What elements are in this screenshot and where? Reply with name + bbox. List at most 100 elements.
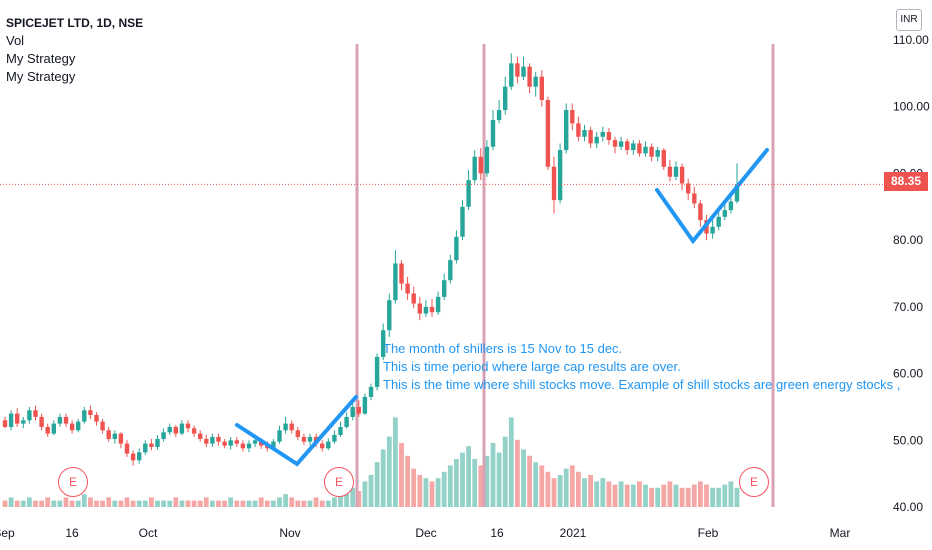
candle-body [137, 452, 142, 461]
candle-body [167, 426, 172, 433]
volume-bar [606, 481, 612, 507]
volume-bar [197, 500, 203, 507]
legend-volume[interactable]: Vol [6, 33, 25, 48]
candle-body [216, 436, 221, 442]
earnings-marker[interactable]: E [58, 467, 88, 497]
candle-body [246, 443, 252, 449]
currency-badge[interactable]: INR [896, 9, 922, 31]
trend-line-v-nov [235, 395, 358, 467]
annotation-line-1: The month of shillers is 15 Nov to 15 de… [383, 341, 623, 356]
candle-body [460, 206, 465, 237]
candle-body [533, 76, 538, 87]
volume-bar [466, 446, 471, 507]
volume-bar [399, 443, 404, 507]
volume-bar [710, 487, 715, 507]
volume-bar [502, 436, 508, 507]
candles [2, 53, 740, 466]
candle-body [320, 443, 325, 449]
legend-symbol-title[interactable]: SPICEJET LTD, 1D, NSE [6, 16, 144, 30]
candle-body [94, 414, 99, 422]
candle-body [82, 410, 87, 422]
candle-body [124, 443, 130, 454]
volume-bar [27, 497, 32, 507]
legend-strategy-2[interactable]: My Strategy [6, 69, 76, 84]
volume-bar [460, 452, 465, 507]
candle-body [33, 410, 38, 417]
volume-bar [515, 439, 520, 507]
volume-bar [618, 481, 624, 507]
candle-body [734, 184, 740, 202]
volume-bar [8, 497, 14, 507]
candle-body [698, 203, 703, 221]
earnings-marker[interactable]: E [739, 467, 769, 497]
candle-body [173, 426, 178, 434]
volume-bar [94, 500, 99, 507]
volume-bar [600, 478, 606, 507]
candle-body [435, 296, 441, 313]
time-tick-label: 16 [490, 526, 504, 540]
volume-bar [722, 484, 728, 507]
volume-bar [216, 500, 221, 507]
volume-bar [264, 500, 270, 507]
volume-bar [179, 500, 185, 507]
volume-bar [277, 497, 282, 507]
trend-lines[interactable] [235, 148, 769, 467]
candle-body [112, 433, 117, 439]
volume-bar [246, 500, 252, 507]
volume-bar [350, 487, 356, 507]
volume-bar [100, 500, 105, 507]
earnings-marker[interactable]: E [324, 467, 354, 497]
price-tick-label: 50.00 [893, 433, 923, 447]
legend-strategy-1[interactable]: My Strategy [6, 51, 76, 66]
volume-bar [472, 459, 478, 507]
candle-body [381, 330, 386, 357]
time-tick-label: Oct [139, 526, 158, 540]
candle-body [350, 406, 355, 417]
candle-body [295, 430, 300, 437]
volume-bar [563, 468, 569, 507]
volume-bar [136, 500, 142, 507]
volume-bar [454, 459, 459, 507]
volume-bar [45, 497, 51, 507]
volume-bar [362, 481, 368, 507]
annotation-line-2: This is time period where large cap resu… [383, 359, 681, 374]
candle-body [76, 421, 81, 431]
volume-bar [734, 487, 740, 507]
candle-body [222, 441, 227, 446]
volume-bar [39, 500, 44, 507]
volume-bar [14, 500, 20, 507]
volume-bar [527, 455, 532, 507]
volume-bar [313, 497, 319, 507]
time-scale[interactable]: Sep 16 Oct Nov Dec 16 2021 Feb Mar [0, 526, 850, 540]
candle-body [649, 146, 654, 157]
volume-bar [588, 475, 593, 507]
volume-bar [155, 500, 160, 507]
candle-body [679, 166, 685, 184]
candle-body [496, 110, 502, 121]
volume-bar [569, 465, 575, 507]
volume-bar [240, 500, 246, 507]
candle-body [637, 143, 642, 154]
volume-bar [673, 484, 679, 507]
candle-body [521, 66, 526, 77]
candle-body [161, 432, 166, 439]
candle-body [204, 438, 209, 444]
candle-body [618, 141, 624, 147]
candle-body [155, 438, 160, 447]
candle-body [63, 416, 69, 424]
chart-annotation[interactable]: The month of shillers is 15 Nov to 15 de… [383, 340, 900, 394]
volume-bar [447, 465, 453, 507]
volume-bar [496, 452, 502, 507]
candle-body [307, 436, 313, 442]
volume-bar [368, 475, 374, 507]
price-scale[interactable]: 110.00100.0090.0080.0070.0060.0050.0040.… [893, 33, 930, 514]
candle-body [472, 156, 477, 181]
candle-body [191, 428, 197, 434]
volume-bar [191, 500, 197, 507]
volume-bar [594, 481, 600, 507]
candle-body [570, 110, 575, 124]
volume-bar [551, 478, 557, 507]
price-tick-label: 60.00 [893, 367, 923, 381]
candle-body [429, 306, 435, 313]
